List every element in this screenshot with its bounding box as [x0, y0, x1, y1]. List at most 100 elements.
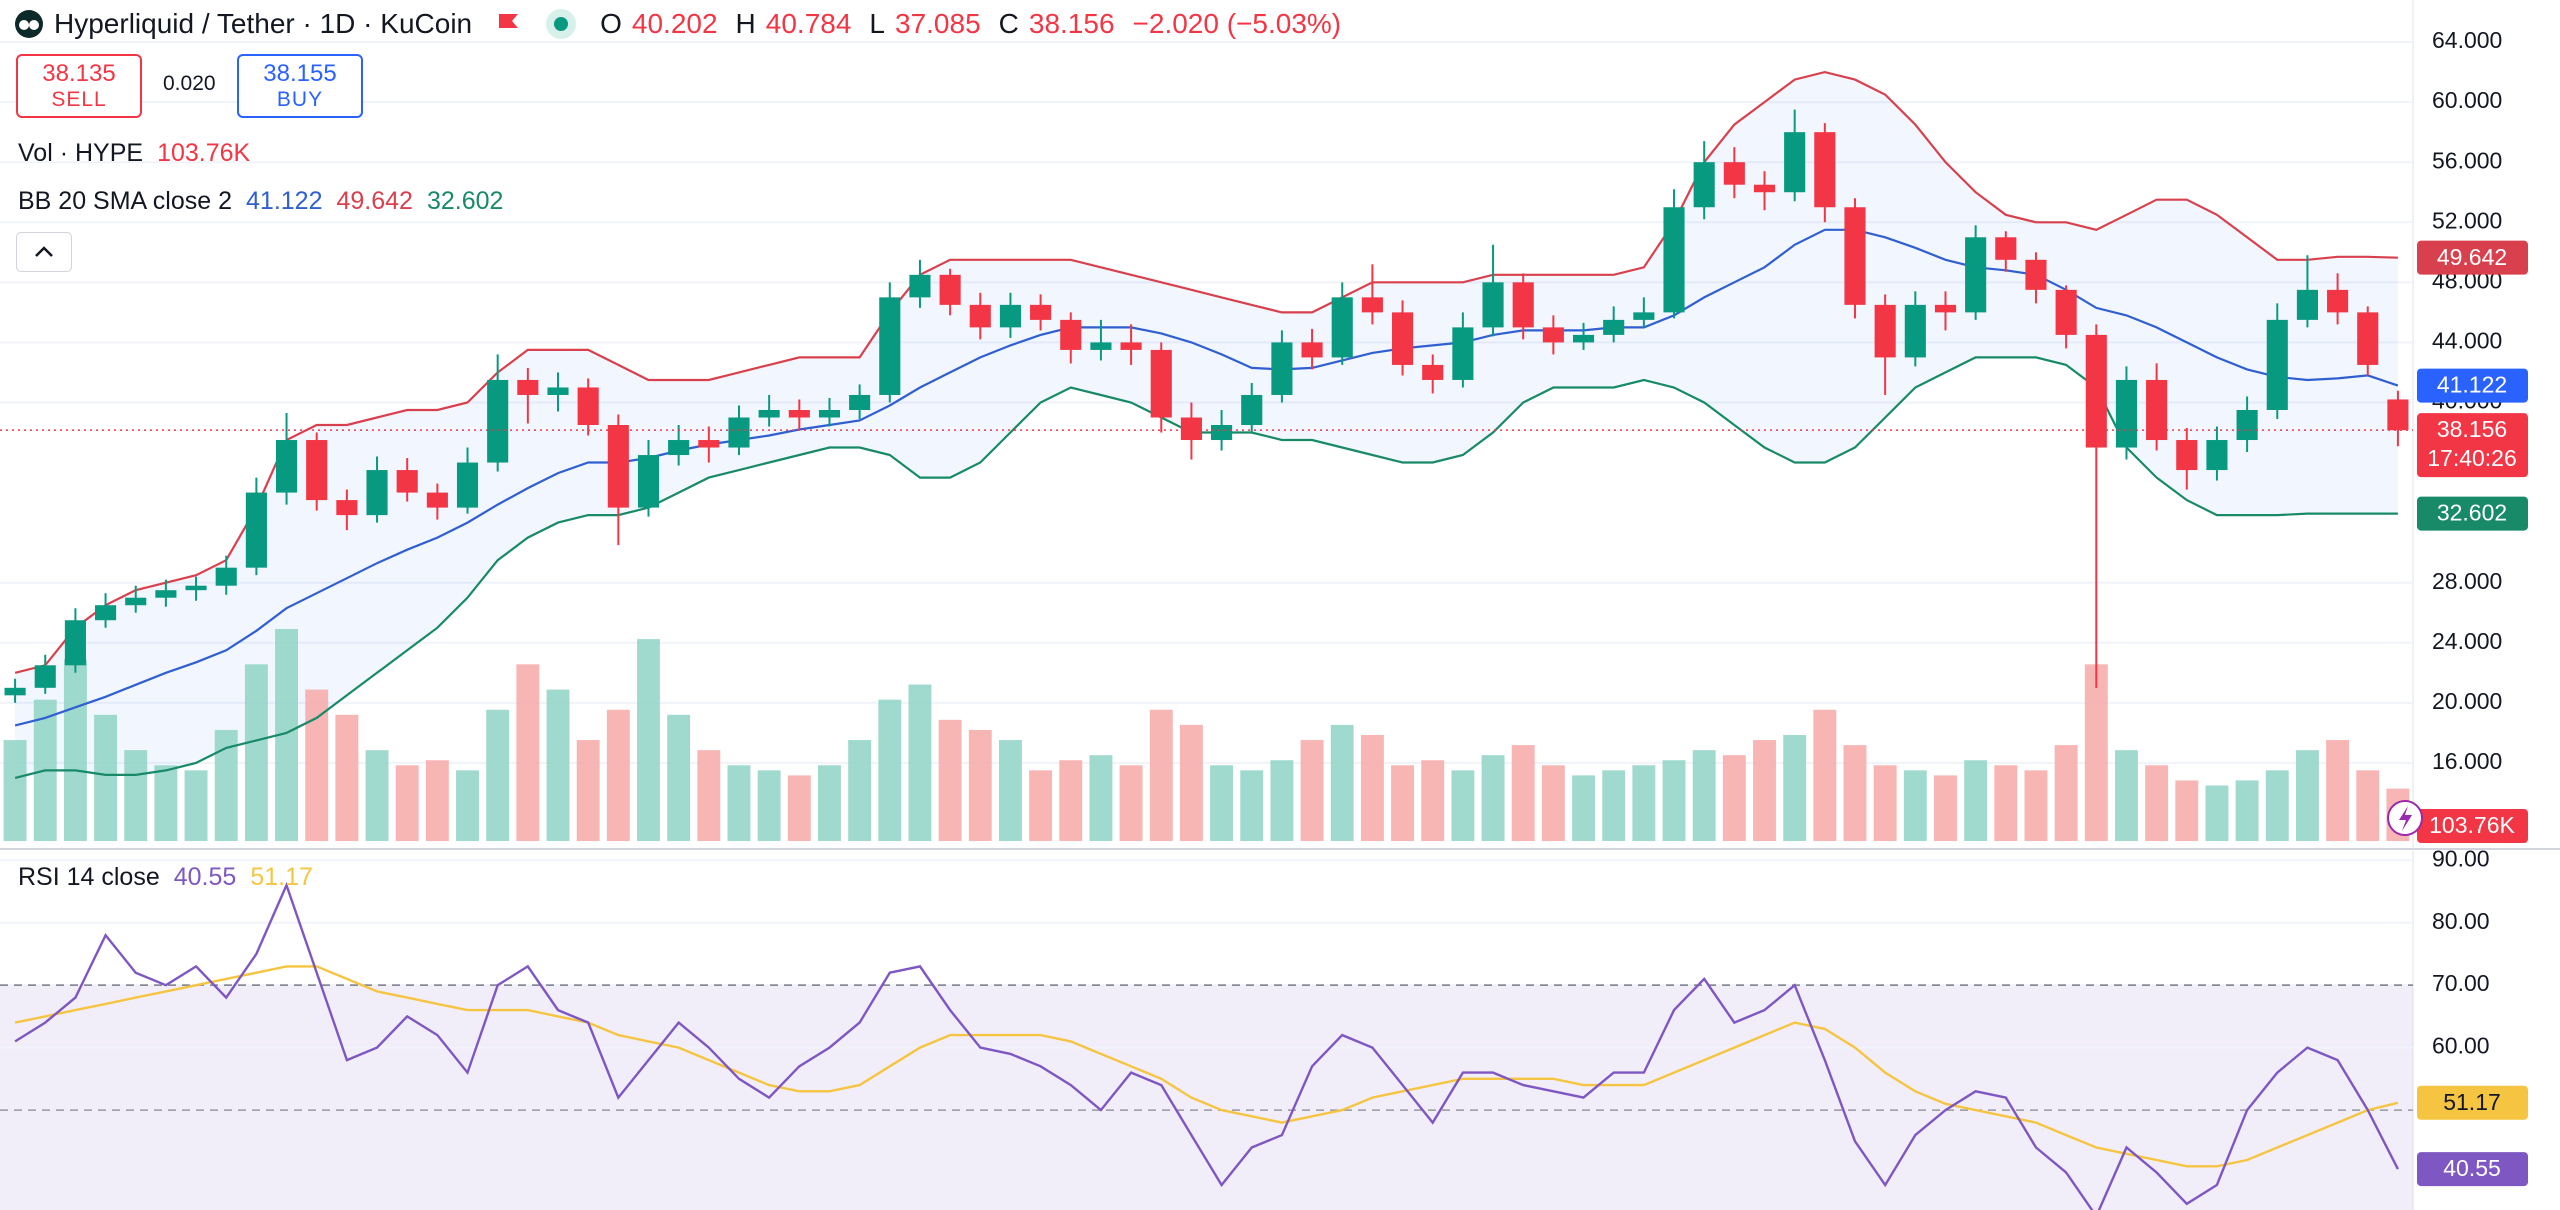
volume-bar: [2265, 770, 2289, 841]
symbol: Hyperliquid / Tether · 1D · KuCoin: [54, 8, 473, 39]
candle-body: [728, 417, 750, 448]
flag-icon[interactable]: [496, 11, 522, 37]
spread: 0.020: [163, 72, 216, 95]
h-label: H: [735, 8, 756, 39]
candle-body: [487, 379, 509, 463]
volume-bar: [1783, 735, 1807, 841]
candle-body: [2357, 312, 2379, 365]
collapse-button[interactable]: [16, 232, 72, 272]
candle-body: [275, 440, 298, 493]
bb-line: [14, 356, 2398, 779]
volume-bar: [546, 689, 570, 841]
volume-bar: [1119, 765, 1143, 841]
y-tick-label: 64.000: [2432, 27, 2502, 53]
volume-bar: [516, 664, 540, 841]
candle-body: [2055, 289, 2077, 335]
candle-body: [1723, 162, 1745, 185]
candle-body: [2176, 440, 2198, 471]
volume-bar: [787, 775, 811, 841]
volume-bar: [576, 740, 600, 841]
candle-body: [698, 440, 720, 448]
volume-bar: [1632, 765, 1656, 841]
volume-bar: [1511, 745, 1535, 841]
volume-bar: [2235, 780, 2259, 841]
candle-body: [1090, 342, 1112, 350]
volume-bar: [848, 740, 872, 841]
volume-bar: [968, 729, 992, 841]
last-price-label: 38.156: [2437, 416, 2507, 442]
volume-bar: [667, 714, 691, 841]
volume-bar: [124, 750, 148, 841]
candle-body: [2327, 289, 2349, 313]
candle-body: [125, 597, 147, 606]
candle-body: [1211, 425, 1233, 441]
bb-mid-label-box: [2417, 368, 2528, 403]
candle-body: [366, 470, 388, 516]
candle-body: [547, 387, 569, 395]
rsi-value: 40.55: [173, 863, 237, 891]
candle-body: [939, 274, 961, 305]
candle-body: [245, 492, 267, 568]
candle-body: [2146, 379, 2168, 441]
sell-button[interactable]: 38.135 SELL: [16, 54, 142, 118]
candle-body: [2025, 259, 2047, 290]
candle-body: [336, 500, 358, 516]
candle-body: [1753, 184, 1776, 193]
candle-body: [1512, 282, 1534, 328]
volume-bar: [2114, 750, 2138, 841]
volume-bar: [1059, 760, 1083, 841]
volume-bar: [637, 639, 660, 841]
volume-bar: [1602, 770, 1626, 841]
candle-body: [788, 409, 810, 418]
rsi-ma-value: 51.17: [250, 863, 313, 891]
volume-bar: [1029, 770, 1053, 841]
candle-body: [1995, 237, 2017, 260]
buy-label: BUY: [276, 88, 324, 111]
volume-bar: [2054, 745, 2078, 841]
candle-body: [1814, 132, 1836, 208]
bb-lower-value: 32.602: [426, 187, 504, 215]
volume-value: 103.76K: [157, 139, 251, 167]
candle-body: [2296, 289, 2318, 320]
y-tick-label: 44.000: [2432, 327, 2502, 353]
volume-bar: [63, 659, 87, 841]
candle-body: [1422, 364, 1444, 380]
bb-fill: [15, 72, 2398, 778]
volume-bar: [1270, 760, 1294, 841]
bb-line: [14, 70, 2398, 674]
candle-body: [64, 620, 86, 666]
candle-body: [1693, 162, 1715, 208]
volume-bar: [214, 729, 238, 841]
volume-bar: [395, 765, 419, 841]
volume-bar: [365, 750, 389, 841]
l-value: 37.085: [895, 8, 981, 39]
candle-body: [1301, 342, 1323, 358]
volume-bar: [335, 714, 359, 841]
volume-bar: [1179, 724, 1203, 841]
volume-bar: [2205, 785, 2229, 841]
volume-bar: [1360, 735, 1384, 841]
volume-bar: [2145, 765, 2169, 841]
volume-bar: [94, 714, 118, 841]
y-tick-label: 60.00: [2432, 1033, 2490, 1059]
candle-body: [1241, 394, 1263, 426]
buy-button[interactable]: 38.155 BUY: [237, 54, 363, 118]
volume-bar: [2295, 750, 2319, 841]
volume-bar: [878, 699, 902, 841]
rsi-label: 40.55: [2443, 1155, 2501, 1181]
candle-body: [426, 492, 448, 508]
candle-body: [2206, 440, 2228, 471]
candle-body: [577, 387, 599, 426]
candle-body: [1482, 282, 1504, 328]
volume-bar: [1391, 765, 1415, 841]
candle-body: [1904, 304, 1926, 358]
volume-bar: [2024, 770, 2048, 841]
volume-bar: [908, 684, 932, 841]
volume-bar: [1451, 770, 1475, 841]
c-label: C: [998, 8, 1019, 39]
candle-body: [1965, 237, 1987, 313]
volume-bar: [1572, 775, 1595, 841]
candle-body: [1391, 312, 1414, 365]
volume-bar: [606, 709, 630, 841]
